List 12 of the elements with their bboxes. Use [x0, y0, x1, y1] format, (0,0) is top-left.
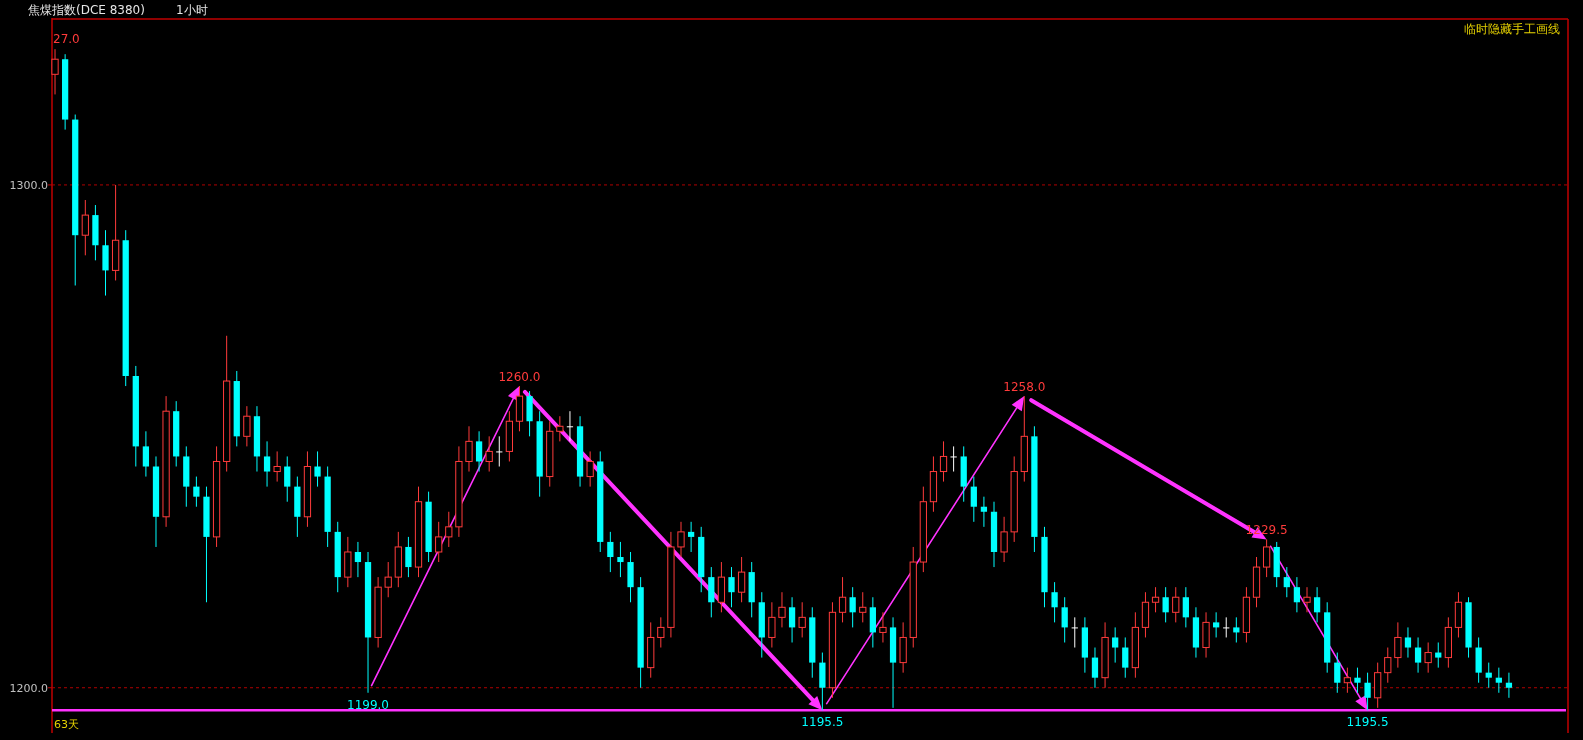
y-tick-label: 1200.0	[9, 681, 48, 695]
chart-subtitle: 1小时	[176, 3, 208, 17]
annotation: 1260.0	[498, 370, 541, 385]
y-tick-label: 1300.0	[9, 178, 48, 192]
annotation: 临时隐藏手工画线	[1464, 22, 1560, 36]
annotation: 1195.5	[1346, 715, 1389, 730]
annotation: 1195.5	[801, 715, 844, 730]
annotation: 63天	[54, 718, 79, 731]
annotation: 27.0	[53, 32, 80, 47]
chart-title: 焦煤指数(DCE 8380)	[28, 3, 145, 17]
annotation: 1258.0	[1003, 380, 1046, 395]
annotation: 1199.0	[347, 697, 390, 712]
